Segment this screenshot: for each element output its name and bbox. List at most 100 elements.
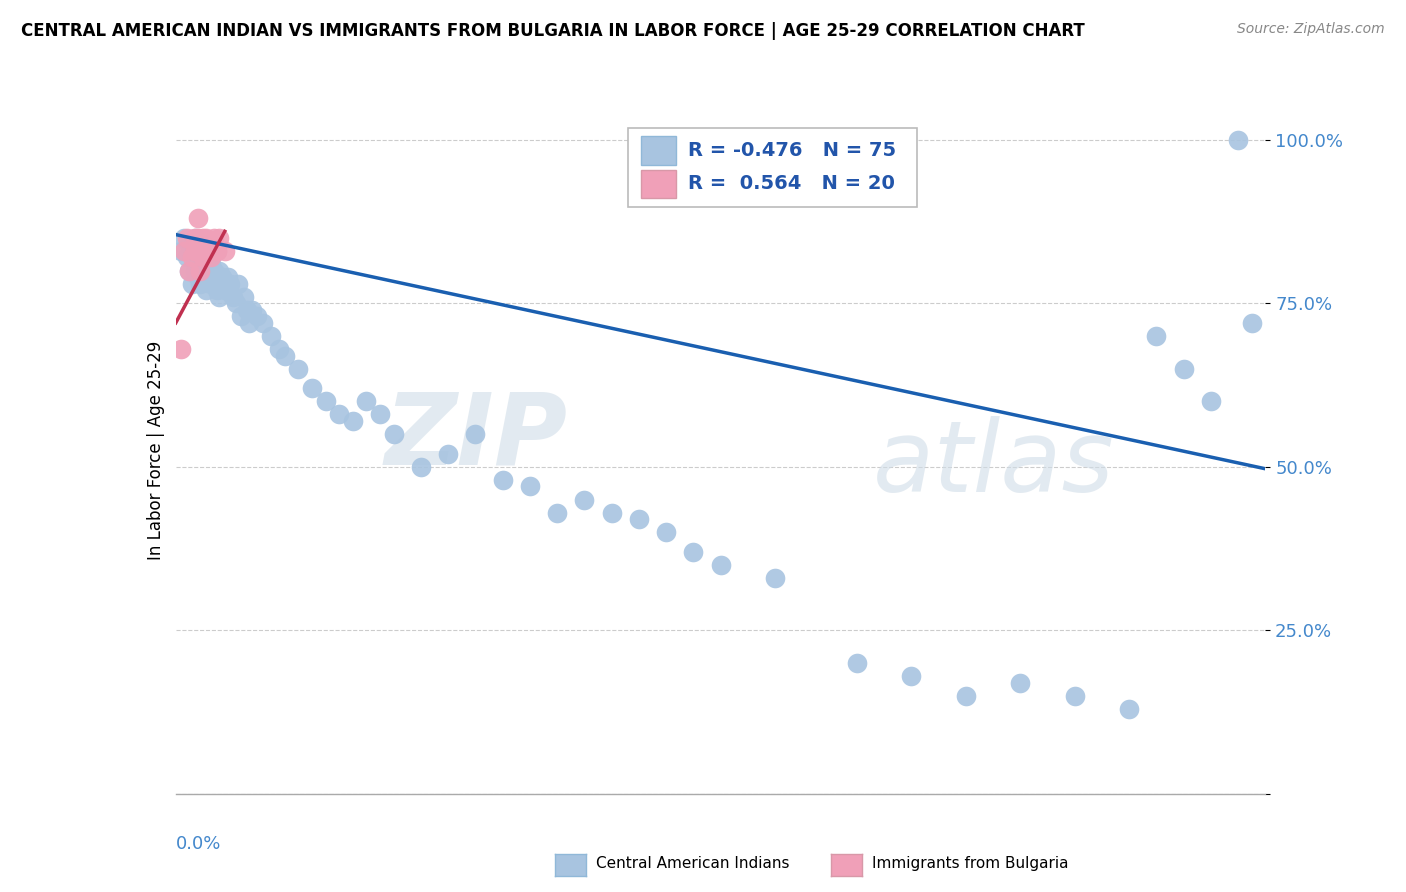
- Text: Immigrants from Bulgaria: Immigrants from Bulgaria: [872, 856, 1069, 871]
- Text: atlas: atlas: [873, 416, 1115, 513]
- Text: 0.0%: 0.0%: [176, 835, 221, 853]
- Point: [202, 263, 225, 277]
- Point: [228, 277, 250, 291]
- Point: [202, 231, 225, 245]
- Point: [845, 656, 868, 670]
- Point: [200, 277, 222, 291]
- Point: [519, 479, 541, 493]
- Point: [211, 270, 233, 285]
- Point: [655, 525, 678, 540]
- Point: [356, 394, 378, 409]
- Point: [492, 473, 515, 487]
- Point: [186, 231, 209, 245]
- Point: [186, 270, 209, 285]
- FancyBboxPatch shape: [641, 136, 676, 165]
- Text: R = -0.476   N = 75: R = -0.476 N = 75: [688, 141, 896, 160]
- FancyBboxPatch shape: [628, 128, 917, 207]
- Point: [1063, 689, 1085, 703]
- Point: [382, 427, 405, 442]
- Point: [208, 231, 231, 245]
- Point: [205, 244, 228, 258]
- Point: [170, 244, 193, 258]
- Text: CENTRAL AMERICAN INDIAN VS IMMIGRANTS FROM BULGARIA IN LABOR FORCE | AGE 25-29 C: CENTRAL AMERICAN INDIAN VS IMMIGRANTS FR…: [21, 22, 1085, 40]
- Point: [191, 251, 214, 265]
- Point: [546, 506, 568, 520]
- Point: [197, 244, 219, 258]
- Point: [437, 447, 460, 461]
- Point: [186, 211, 209, 226]
- Point: [197, 270, 219, 285]
- Point: [197, 251, 219, 265]
- Point: [188, 263, 211, 277]
- Point: [170, 342, 193, 356]
- Point: [219, 277, 242, 291]
- Text: Central American Indians: Central American Indians: [596, 856, 790, 871]
- Point: [1240, 316, 1263, 330]
- Point: [900, 669, 922, 683]
- Point: [191, 237, 214, 252]
- FancyBboxPatch shape: [641, 169, 676, 198]
- Point: [1144, 329, 1167, 343]
- Point: [225, 296, 247, 310]
- Point: [173, 244, 195, 258]
- Point: [179, 237, 201, 252]
- Point: [184, 263, 207, 277]
- Point: [763, 571, 786, 585]
- Point: [188, 277, 211, 291]
- Point: [231, 310, 253, 324]
- Point: [179, 263, 201, 277]
- Point: [179, 263, 201, 277]
- Point: [260, 329, 283, 343]
- Point: [205, 283, 228, 297]
- Point: [1173, 361, 1195, 376]
- Point: [315, 394, 337, 409]
- Point: [208, 263, 231, 277]
- Point: [252, 316, 274, 330]
- Point: [368, 408, 391, 422]
- Point: [238, 316, 260, 330]
- Point: [222, 290, 245, 304]
- Point: [191, 263, 214, 277]
- Point: [710, 558, 733, 572]
- Text: Source: ZipAtlas.com: Source: ZipAtlas.com: [1237, 22, 1385, 37]
- Point: [217, 270, 239, 285]
- Point: [191, 231, 214, 245]
- Point: [184, 231, 207, 245]
- Point: [235, 302, 257, 317]
- Point: [181, 277, 204, 291]
- Point: [194, 283, 217, 297]
- Point: [188, 251, 211, 265]
- Point: [1010, 675, 1032, 690]
- Point: [269, 342, 291, 356]
- Point: [464, 427, 486, 442]
- Text: ZIP: ZIP: [385, 388, 568, 485]
- Point: [627, 512, 650, 526]
- Point: [955, 689, 977, 703]
- Point: [342, 414, 364, 428]
- Point: [208, 290, 231, 304]
- Point: [194, 244, 217, 258]
- Point: [205, 244, 228, 258]
- Point: [186, 244, 209, 258]
- Point: [188, 244, 211, 258]
- Point: [287, 361, 309, 376]
- Point: [214, 283, 236, 297]
- Point: [328, 408, 350, 422]
- Point: [181, 244, 204, 258]
- Point: [173, 231, 195, 245]
- Point: [232, 290, 254, 304]
- Point: [200, 251, 222, 265]
- Point: [574, 492, 596, 507]
- Point: [246, 310, 269, 324]
- Point: [176, 251, 198, 265]
- Point: [1199, 394, 1222, 409]
- Point: [682, 545, 704, 559]
- Point: [184, 244, 207, 258]
- Point: [409, 459, 432, 474]
- Point: [181, 251, 204, 265]
- Point: [194, 231, 217, 245]
- Point: [1227, 133, 1250, 147]
- Point: [1118, 702, 1140, 716]
- Point: [301, 381, 323, 395]
- Point: [176, 231, 198, 245]
